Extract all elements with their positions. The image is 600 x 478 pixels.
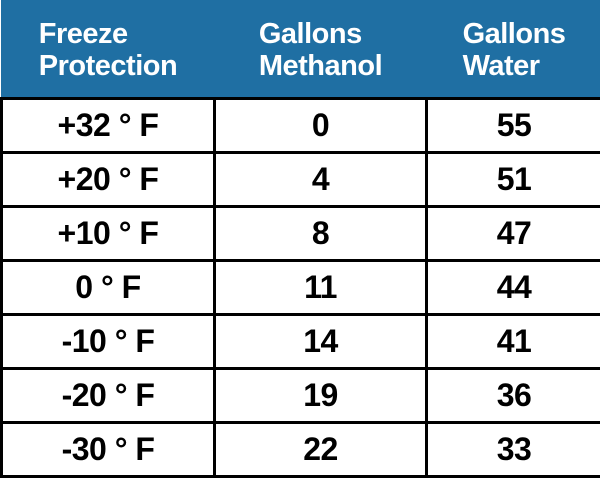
table-cell: 36 [425, 367, 600, 424]
table-cell: 55 [425, 97, 600, 154]
table-row: +10 ° F 8 47 [0, 205, 600, 262]
table-body: +32 ° F 0 55 +20 ° F 4 51 +10 ° F 8 47 0 ° F 11 44-… [0, 97, 600, 478]
table-cell: 14 [213, 313, 428, 370]
table-cell: 44 [425, 259, 600, 316]
table-cell: 33 [425, 421, 600, 478]
table-cell: 51 [425, 151, 600, 208]
header-text: Gallons Water [462, 17, 566, 82]
table-cell: +10 ° F [0, 205, 216, 262]
table-cell: 41 [425, 313, 600, 370]
table-cell: 0 ° F [0, 259, 216, 316]
header-cell: Gallons Methanol [213, 0, 428, 100]
header-text: Gallons Methanol [258, 17, 383, 82]
header-cell: Gallons Water [425, 0, 600, 100]
table-row: +20 ° F 4 51 [0, 151, 600, 208]
table-cell: -10 ° F [0, 313, 216, 370]
table-row: -10 ° F 14 41 [0, 313, 600, 370]
table-cell: 11 [213, 259, 428, 316]
table-cell: 19 [213, 367, 428, 424]
table-cell: 4 [213, 151, 428, 208]
table-cell: -30 ° F [0, 421, 216, 478]
header-cell: Freeze Protection [0, 0, 216, 100]
table-cell: 8 [213, 205, 428, 262]
header-text: Freeze Protection [38, 17, 178, 82]
table-row: +32 ° F 0 55 [0, 97, 600, 154]
table-cell: +20 ° F [0, 151, 216, 208]
table-cell: -20 ° F [0, 367, 216, 424]
header-row: Freeze Protection Gallons Methanol Gallons… [0, 0, 600, 100]
table-cell: 47 [425, 205, 600, 262]
table-row: -30 ° F 22 33 [0, 421, 600, 478]
table-row: -20 ° F 19 36 [0, 367, 600, 424]
table-cell: 0 [213, 97, 428, 154]
table-cell: +32 ° F [0, 97, 216, 154]
table-cell: 22 [213, 421, 428, 478]
table-row: 0 ° F 11 44 [0, 259, 600, 316]
